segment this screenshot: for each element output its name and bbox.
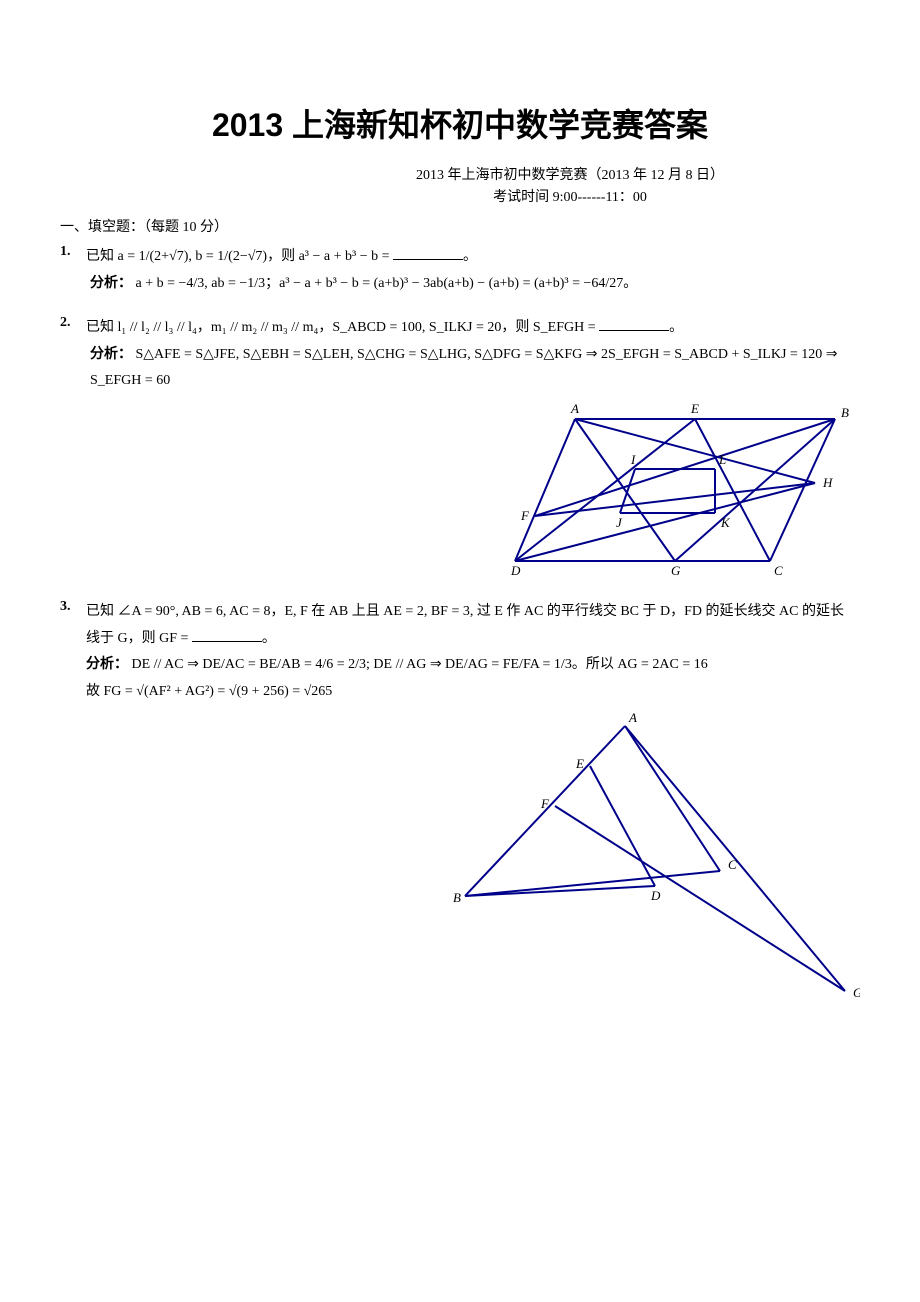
problem-analysis: 分析： S△AFE = S△JFE, S△EBH = S△LEH, S△CHG … [90,342,860,395]
problem-stem: 已知 l₁ // l₂ // l₃ // l₄，m₁ // m₂ // m₃ /… [86,315,846,342]
page-title: 2013 上海新知杯初中数学竞赛答案 [60,100,860,146]
answer-blank [599,318,669,331]
analysis-text: a + b = −4/3, ab = −1/3；a³ − a + b³ − b … [136,276,638,291]
svg-text:D: D [650,888,661,903]
svg-text:C: C [774,563,783,578]
problem-number: 1. [60,244,82,260]
svg-text:B: B [453,890,461,905]
svg-text:I: I [630,452,636,467]
analysis-label: 分析： [86,657,128,672]
svg-text:F: F [520,508,530,523]
svg-text:K: K [720,515,731,530]
analysis-text-2: 故 FG = √(AF² + AG²) = √(9 + 256) = √265 [86,684,332,699]
stem-text: 已知 l₁ // l₂ // l₃ // l₄，m₁ // m₂ // m₃ /… [86,320,599,335]
svg-text:B: B [841,405,849,420]
svg-text:E: E [690,401,699,416]
section-heading: 一、填空题：（每题 10 分） [60,216,860,236]
svg-text:J: J [616,515,623,530]
meta-line-1: 2013 年上海市初中数学竞赛（2013 年 12 月 8 日） [280,164,860,184]
problem-stem: 已知 ∠A = 90°, AB = 6, AC = 8，E, F 在 AB 上且… [86,599,846,705]
answer-blank [393,247,463,260]
svg-text:G: G [853,985,860,1000]
problem-analysis: 分析： a + b = −4/3, ab = −1/3；a³ − a + b³ … [90,271,860,298]
svg-text:C: C [728,857,737,872]
svg-text:D: D [510,563,521,578]
meta-line-2: 考试时间 9:00------11：00 [280,186,860,206]
stem-text: 已知 a = 1/(2+√7), b = 1/(2−√7)，则 a³ − a +… [86,249,393,264]
svg-text:A: A [628,711,637,725]
problem-2: 2. 已知 l₁ // l₂ // l₃ // l₄，m₁ // m₂ // m… [60,315,860,581]
figure-parallelogram: A E B H F D G C I L J K [480,401,860,581]
problem-number: 2. [60,315,82,331]
svg-text:E: E [575,756,584,771]
svg-text:G: G [671,563,681,578]
svg-text:H: H [822,475,833,490]
svg-text:A: A [570,401,579,416]
svg-text:F: F [540,796,550,811]
figure-triangle: A E F B D C G [440,711,860,1011]
svg-text:L: L [718,452,726,467]
analysis-text: DE // AC ⇒ DE/AC = BE/AB = 4/6 = 2/3; DE… [132,657,708,672]
problem-number: 3. [60,599,82,615]
problem-stem: 已知 a = 1/(2+√7), b = 1/(2−√7)，则 a³ − a +… [86,244,846,271]
analysis-label: 分析： [90,276,132,291]
answer-blank [192,629,262,642]
problem-3: 3. 已知 ∠A = 90°, AB = 6, AC = 8，E, F 在 AB… [60,599,860,1011]
analysis-label: 分析： [90,347,132,362]
problem-1: 1. 已知 a = 1/(2+√7), b = 1/(2−√7)，则 a³ − … [60,244,860,297]
analysis-text: S△AFE = S△JFE, S△EBH = S△LEH, S△CHG = S△… [90,347,838,389]
